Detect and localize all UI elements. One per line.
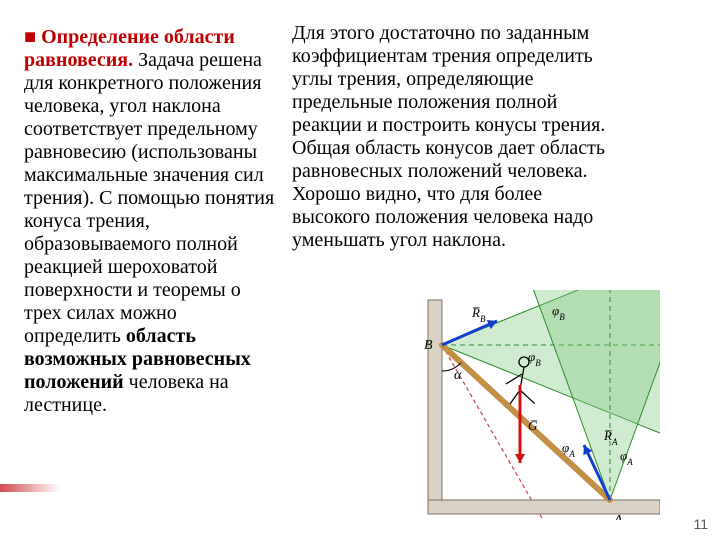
- page-number: 11: [693, 516, 708, 532]
- right-paragraph: Для этого достаточно по заданным коэффиц…: [292, 22, 612, 252]
- svg-text:B: B: [424, 338, 433, 353]
- svg-text:α: α: [454, 368, 462, 383]
- left-paragraph: ■ Определение области равновесия. Задача…: [24, 26, 276, 417]
- svg-text:G̅: G̅: [528, 418, 538, 433]
- right-text-column: Для этого достаточно по заданным коэффиц…: [292, 22, 612, 252]
- left-run-1: Задача решена для конкретного положения …: [24, 49, 274, 347]
- diagram-svg: BAαR̅BR̅AG̅φBφBφAφA: [400, 290, 660, 520]
- svg-text:R̅B: R̅B: [471, 305, 486, 324]
- bullet-square: ■: [24, 26, 41, 48]
- friction-cone-diagram: BAαR̅BR̅AG̅φBφBφAφA: [400, 290, 660, 520]
- accent-bar: [0, 484, 60, 492]
- slide: { "page_number": "11", "left_column": { …: [0, 0, 720, 540]
- left-text-column: ■ Определение области равновесия. Задача…: [24, 26, 276, 417]
- svg-text:A: A: [613, 513, 623, 520]
